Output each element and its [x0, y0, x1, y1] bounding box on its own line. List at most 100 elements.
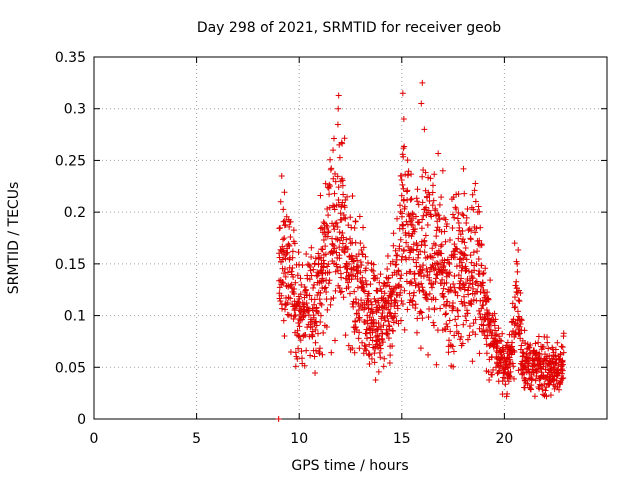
data-point [518, 342, 525, 349]
data-point [461, 299, 468, 306]
data-point [295, 345, 302, 352]
data-point [459, 211, 466, 218]
data-point [418, 100, 425, 107]
data-point [355, 335, 362, 342]
data-point [361, 288, 368, 295]
data-point [317, 300, 324, 307]
data-point [557, 350, 564, 357]
data-point [456, 280, 463, 287]
data-point [319, 246, 326, 253]
data-point [326, 181, 333, 188]
data-point [516, 323, 523, 330]
data-point [379, 310, 386, 317]
data-point [452, 204, 459, 211]
data-point [362, 346, 369, 353]
data-point [465, 291, 472, 298]
data-point [480, 287, 487, 294]
data-point [290, 273, 297, 280]
data-point [289, 248, 296, 255]
data-point [456, 224, 463, 231]
data-point [420, 212, 427, 219]
data-point [536, 385, 543, 392]
data-point [458, 333, 465, 340]
data-point [281, 189, 288, 196]
x-tick-label: 20 [495, 431, 513, 447]
data-point [339, 177, 346, 184]
data-point [432, 296, 439, 303]
data-point [477, 224, 484, 231]
data-point [321, 260, 328, 267]
data-point [479, 328, 486, 335]
data-point [480, 270, 487, 277]
data-point [369, 308, 376, 315]
data-point [420, 262, 427, 269]
data-point [451, 254, 458, 261]
data-point [320, 277, 327, 284]
data-point [349, 345, 356, 352]
data-point [381, 290, 388, 297]
data-point [542, 366, 549, 373]
data-point [390, 319, 397, 326]
data-point [370, 261, 377, 268]
data-point [339, 182, 346, 189]
data-point [311, 260, 318, 267]
data-point [320, 329, 327, 336]
data-point [421, 237, 428, 244]
data-point [276, 254, 283, 261]
data-point [314, 272, 321, 279]
data-point [455, 191, 462, 198]
data-point [446, 317, 453, 324]
data-point [356, 345, 363, 352]
data-point [428, 213, 435, 220]
data-point [404, 306, 411, 313]
data-point [382, 282, 389, 289]
data-point [298, 316, 305, 323]
data-point [520, 350, 527, 357]
data-point [425, 314, 432, 321]
data-point [481, 332, 488, 339]
data-point [421, 126, 428, 133]
data-point [443, 302, 450, 309]
data-point [449, 225, 456, 232]
data-point [344, 193, 351, 200]
data-point [323, 323, 330, 330]
data-point [479, 279, 486, 286]
data-point [332, 178, 339, 185]
data-point [442, 216, 449, 223]
data-point [326, 277, 333, 284]
data-point [469, 275, 476, 282]
data-point [455, 330, 462, 337]
data-point [444, 298, 451, 305]
data-point [363, 347, 370, 354]
data-point [455, 271, 462, 278]
data-point [400, 246, 407, 253]
data-point [472, 180, 479, 187]
data-point [282, 221, 289, 228]
data-point [532, 377, 539, 384]
data-point [446, 261, 453, 268]
data-point [466, 332, 473, 339]
data-point [409, 222, 416, 229]
data-point [540, 361, 547, 368]
data-point [499, 347, 506, 354]
data-point [491, 310, 498, 317]
data-point [410, 241, 417, 248]
y-tick-label: 0.35 [55, 50, 86, 66]
data-point [426, 276, 433, 283]
data-point [381, 314, 388, 321]
data-point [486, 310, 493, 317]
data-point [547, 379, 554, 386]
data-point [381, 355, 388, 362]
data-point [414, 186, 421, 193]
data-point [433, 361, 440, 368]
data-point [318, 301, 325, 308]
data-point [413, 213, 419, 220]
data-point [559, 367, 566, 374]
data-point [370, 267, 377, 274]
data-point [483, 335, 490, 342]
data-point [289, 254, 296, 261]
data-point [412, 226, 419, 233]
data-point [459, 264, 466, 271]
x-tick-label: 0 [90, 431, 99, 447]
